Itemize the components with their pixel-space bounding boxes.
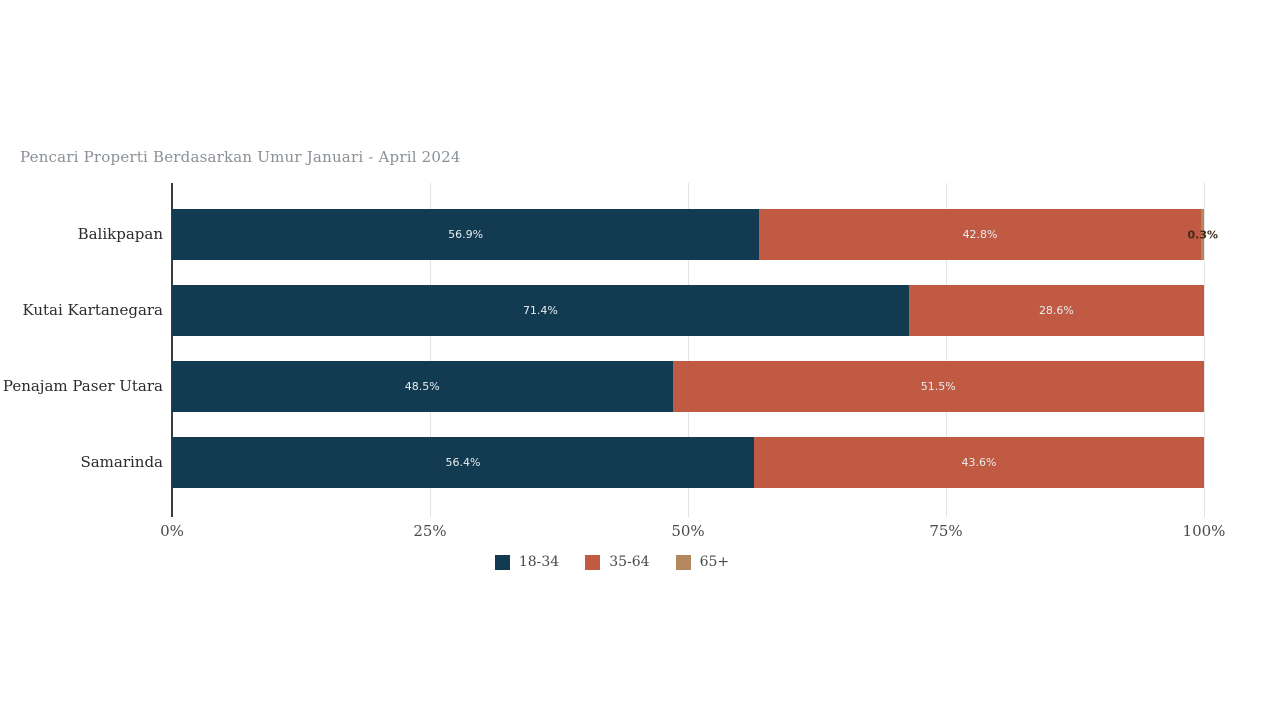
grid-line [430,183,431,517]
bar-value-label: 42.8% [962,228,998,241]
bar-value-label: 43.6% [961,456,997,469]
bar-row: 56.4% 43.6% [172,437,1204,488]
legend: 18-34 35-64 65+ [0,554,1224,570]
legend-swatch [675,554,691,570]
bar-segment-65+ [1200,209,1204,260]
bar-segment-35-64: 28.6% [908,285,1204,336]
legend-item-35-64: 35-64 [585,554,650,570]
bar-segment-35-64: 51.5% [672,361,1204,412]
x-tick-label: 0% [160,522,184,540]
bar-value-label: 48.5% [404,380,440,393]
grid-line [1204,183,1205,517]
category-label: Samarinda [80,453,163,471]
category-label: Balikpapan [77,225,163,243]
bar-row: 71.4% 28.6% [172,285,1204,336]
legend-swatch [494,554,510,570]
chart-title: Pencari Properti Berdasarkan Umur Januar… [20,148,461,166]
y-axis-line [171,183,173,517]
bar-segment-18-34: 56.4% [172,437,755,488]
bar-segment-35-64: 43.6% [754,437,1204,488]
bar-row: 48.5% 51.5% [172,361,1204,412]
x-tick-label: 50% [671,522,705,540]
bar-segment-18-34: 56.9% [172,209,760,260]
bar-value-label: 0.3% [1187,228,1218,241]
category-label: Penajam Paser Utara [2,377,163,395]
bar-segment-18-34: 48.5% [172,361,673,412]
bar-value-label: 71.4% [522,304,558,317]
bar-value-label: 56.4% [445,456,481,469]
legend-label: 65+ [699,554,730,570]
x-tick-label: 75% [929,522,963,540]
bar-segment-18-34: 71.4% [172,285,909,336]
bar-segment-35-64: 42.8% [759,209,1201,260]
bar-value-label: 56.9% [448,228,484,241]
category-label: Kutai Kartanegara [22,301,163,319]
x-tick-label: 100% [1182,522,1226,540]
legend-swatch [585,554,601,570]
legend-label: 18-34 [518,554,560,570]
plot-area: 56.9% 42.8% 0.3% 71.4% 28.6% 48.5% 51.5% 56.4% 4… [171,183,1218,517]
legend-item-65+: 65+ [675,554,730,570]
grid-line [688,183,689,517]
x-tick-label: 25% [413,522,447,540]
bar-value-label: 51.5% [920,380,956,393]
grid-line [946,183,947,517]
legend-item-18-34: 18-34 [494,554,560,570]
bar-row: 56.9% 42.8% 0.3% [172,209,1218,260]
bar-value-label: 28.6% [1038,304,1074,317]
legend-label: 35-64 [609,554,650,570]
